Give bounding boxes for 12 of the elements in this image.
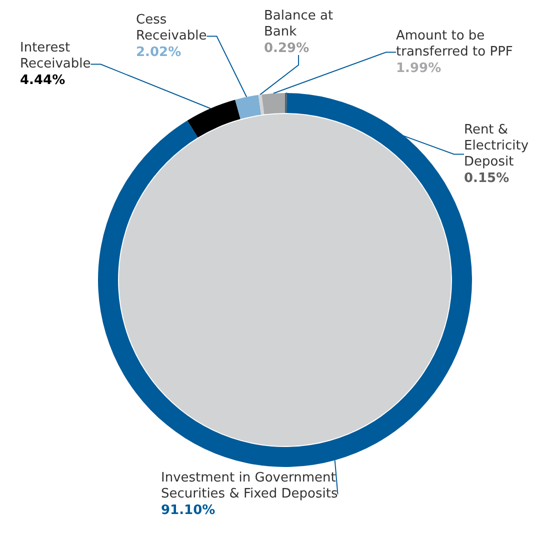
data-label: 91.10%: [161, 503, 216, 518]
slice-label: Investment in Government Securities & Fixed Deposits: [161, 470, 338, 502]
data-label: 1.99%: [396, 61, 442, 76]
slice-label: Balance at Bank: [264, 8, 334, 40]
slice-label: Amount to be transferred to PPF: [396, 28, 513, 60]
data-label: 0.15%: [464, 171, 510, 186]
data-label: 2.02%: [136, 45, 182, 60]
slice-label: Interest Receivable: [20, 40, 91, 72]
data-label: 0.29%: [264, 41, 310, 56]
slice-label: Rent & Electricity Deposit: [464, 122, 529, 170]
slice-label: Cess Receivable: [136, 12, 207, 44]
data-label: 4.44%: [20, 73, 66, 88]
